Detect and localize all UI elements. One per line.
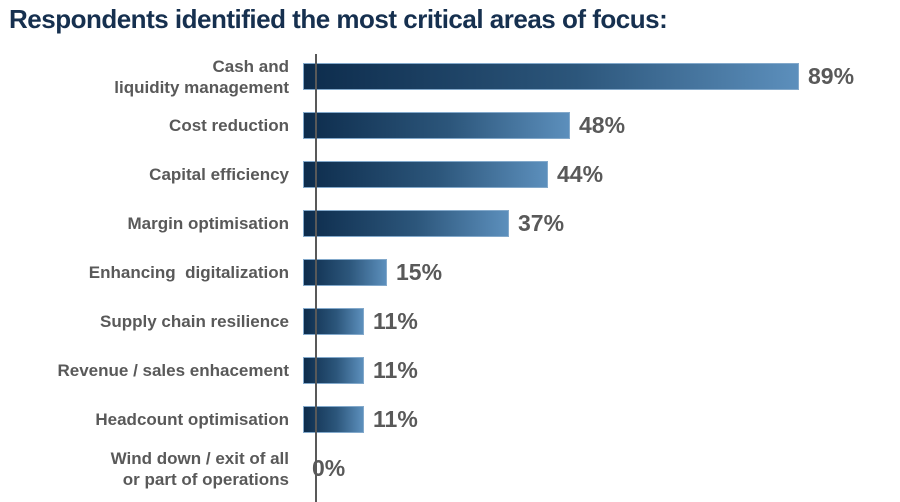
bar-chart: Cash and liquidity management 89% Cost r… — [0, 52, 900, 493]
category-label: Headcount optimisation — [95, 410, 289, 429]
chart-row: Headcount optimisation 11% — [0, 395, 900, 444]
bar — [303, 210, 509, 237]
chart-row: Cost reduction 48% — [0, 101, 900, 150]
bar — [303, 112, 570, 139]
category-label: Supply chain resilience — [100, 312, 289, 331]
value-label: 89% — [808, 63, 855, 89]
chart-row: Wind down / exit of all or part of opera… — [0, 444, 900, 493]
bar — [303, 308, 364, 335]
chart-row: Capital efficiency 44% — [0, 150, 900, 199]
bar — [303, 259, 387, 286]
chart-row: Margin optimisation 37% — [0, 199, 900, 248]
bar — [303, 406, 364, 433]
value-label: 0% — [312, 455, 346, 481]
category-label: Wind down / exit of all or part of opera… — [110, 448, 289, 489]
value-label: 37% — [518, 210, 565, 236]
bar — [303, 161, 548, 188]
category-label: Cash and liquidity management — [114, 56, 289, 97]
bar — [303, 357, 364, 384]
category-label: Margin optimisation — [127, 214, 290, 233]
category-label: Capital efficiency — [149, 165, 289, 184]
category-label: Revenue / sales enhacement — [57, 361, 289, 380]
category-label: Enhancing digitalization — [88, 263, 289, 282]
y-axis-line — [315, 54, 317, 502]
bar — [303, 63, 799, 90]
value-label: 48% — [579, 112, 626, 138]
value-label: 11% — [373, 308, 418, 334]
value-label: 44% — [557, 161, 604, 187]
value-label: 15% — [396, 259, 443, 285]
category-label: Cost reduction — [169, 116, 289, 135]
page-title: Respondents identified the most critical… — [9, 4, 668, 34]
value-label: 11% — [373, 406, 418, 432]
chart-row: Enhancing digitalization 15% — [0, 248, 900, 297]
chart-row: Cash and liquidity management 89% — [0, 52, 900, 101]
chart-row: Supply chain resilience 11% — [0, 297, 900, 346]
value-label: 11% — [373, 357, 418, 383]
chart-row: Revenue / sales enhacement 11% — [0, 346, 900, 395]
